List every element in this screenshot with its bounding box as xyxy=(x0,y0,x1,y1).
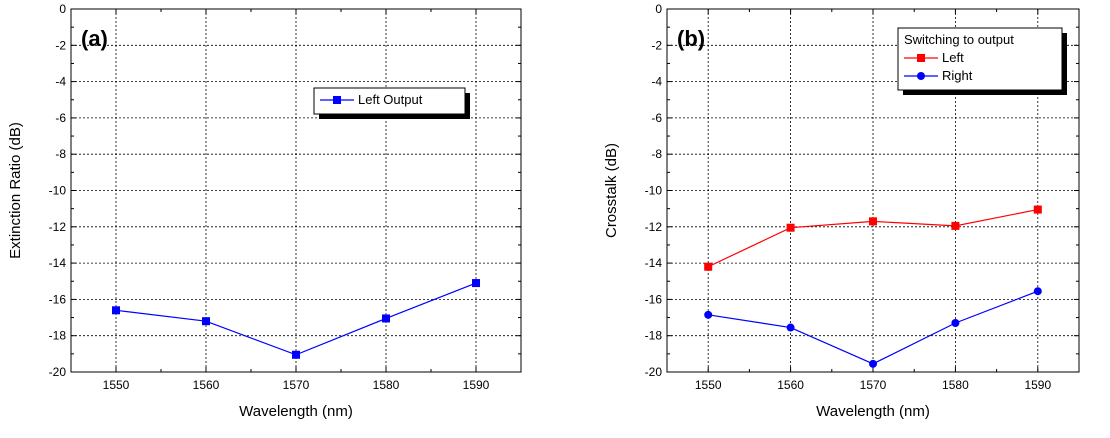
y-tick-label: -14 xyxy=(645,256,663,270)
y-tick-label: -12 xyxy=(645,220,663,234)
data-point xyxy=(472,279,480,288)
y-axis-label: Extinction Ratio (dB) xyxy=(7,122,24,259)
x-axis-label: Wavelength (nm) xyxy=(816,403,930,420)
data-point xyxy=(786,323,795,332)
data-point xyxy=(202,317,210,326)
y-tick-label: -8 xyxy=(651,147,662,161)
y-axis-label: Crosstalk (dB) xyxy=(603,143,620,238)
legend-label: Left Output xyxy=(358,92,423,107)
y-tick-label: 0 xyxy=(59,2,66,16)
x-tick-label: 1560 xyxy=(193,378,220,392)
x-tick-label: 1590 xyxy=(463,378,490,392)
legend-label: Left xyxy=(942,50,964,65)
legend-swatch-marker xyxy=(333,96,341,104)
y-tick-label: -20 xyxy=(49,365,67,379)
y-tick-label: -8 xyxy=(55,147,66,161)
x-axis-label: Wavelength (nm) xyxy=(239,403,353,420)
y-tick-label: -14 xyxy=(49,256,67,270)
x-tick-label: 1560 xyxy=(777,378,804,392)
data-point xyxy=(786,223,795,232)
data-point xyxy=(951,318,960,327)
x-tick-label: 1550 xyxy=(695,378,722,392)
data-point xyxy=(869,359,877,368)
panel-label: (b) xyxy=(677,26,705,51)
legend-title: Switching to output xyxy=(904,32,1014,47)
data-point xyxy=(951,221,960,230)
y-tick-label: -6 xyxy=(55,111,66,125)
data-point xyxy=(112,306,120,315)
x-tick-label: 1550 xyxy=(103,378,130,392)
x-tick-label: 1580 xyxy=(942,378,969,392)
panel-label: (a) xyxy=(81,26,108,51)
y-tick-label: -18 xyxy=(49,329,67,343)
y-tick-label: -4 xyxy=(55,75,66,89)
x-tick-label: 1590 xyxy=(1024,378,1051,392)
legend-label: Right xyxy=(942,68,973,83)
y-tick-label: -10 xyxy=(645,184,663,198)
x-tick-label: 1570 xyxy=(283,378,310,392)
y-tick-label: -2 xyxy=(651,38,662,52)
data-point xyxy=(704,262,713,271)
y-tick-label: -4 xyxy=(651,75,662,89)
y-tick-label: 0 xyxy=(655,2,662,16)
y-tick-label: -2 xyxy=(55,38,66,52)
y-tick-label: -16 xyxy=(49,292,67,306)
x-tick-label: 1580 xyxy=(373,378,400,392)
data-point xyxy=(869,217,877,226)
chart-panel-2: 0 -2 -4 -6 -8 -10 -12 -14 -16 -18 -20 1550 1560 1570 1… xyxy=(603,2,1080,420)
y-tick-label: -16 xyxy=(645,292,663,306)
y-tick-label: -12 xyxy=(49,220,67,234)
x-tick-label: 1570 xyxy=(860,378,887,392)
data-point xyxy=(382,314,390,323)
chart-panel-1: 0 -2 -4 -6 -8 -10 -12 -14 -16 -18 -20 1550 1560 1570 1… xyxy=(7,2,522,420)
legend: Left Output xyxy=(313,87,470,119)
y-tick-label: -20 xyxy=(645,365,663,379)
legend-swatch-marker xyxy=(917,54,925,62)
y-tick-label: -6 xyxy=(651,111,662,125)
legend: Switching to output Left Right xyxy=(897,27,1067,95)
data-point xyxy=(1033,205,1042,214)
y-tick-label: -10 xyxy=(49,184,67,198)
data-point xyxy=(1033,287,1042,296)
data-point xyxy=(292,350,300,359)
data-point xyxy=(704,310,713,319)
legend-swatch-marker xyxy=(917,72,925,80)
y-tick-label: -18 xyxy=(645,329,663,343)
legend-box xyxy=(897,27,1063,91)
